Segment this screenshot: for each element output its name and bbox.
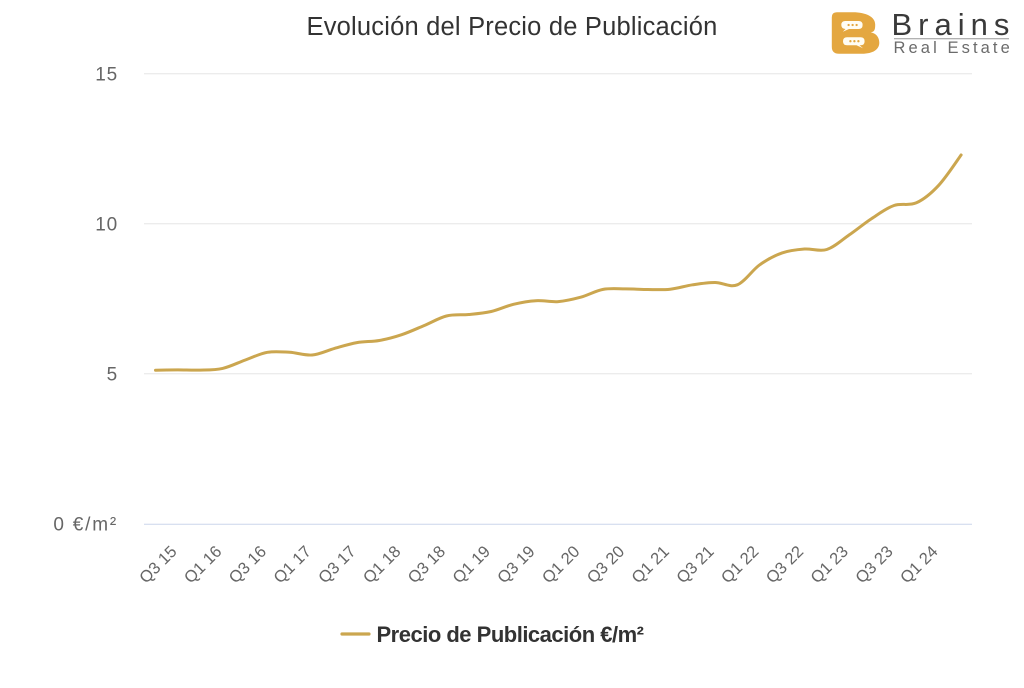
svg-text:Precio de Publicación €/m²: Precio de Publicación €/m² <box>377 622 644 647</box>
svg-text:Brains: Brains <box>892 7 1016 42</box>
svg-text:0 €/m²: 0 €/m² <box>53 515 118 536</box>
svg-text:5: 5 <box>107 365 118 386</box>
svg-text:15: 15 <box>95 65 118 86</box>
svg-text:10: 10 <box>95 215 118 236</box>
svg-text:Evolución del Precio de Public: Evolución del Precio de Publicación <box>307 13 718 41</box>
svg-text:Real Estate: Real Estate <box>894 39 1013 57</box>
